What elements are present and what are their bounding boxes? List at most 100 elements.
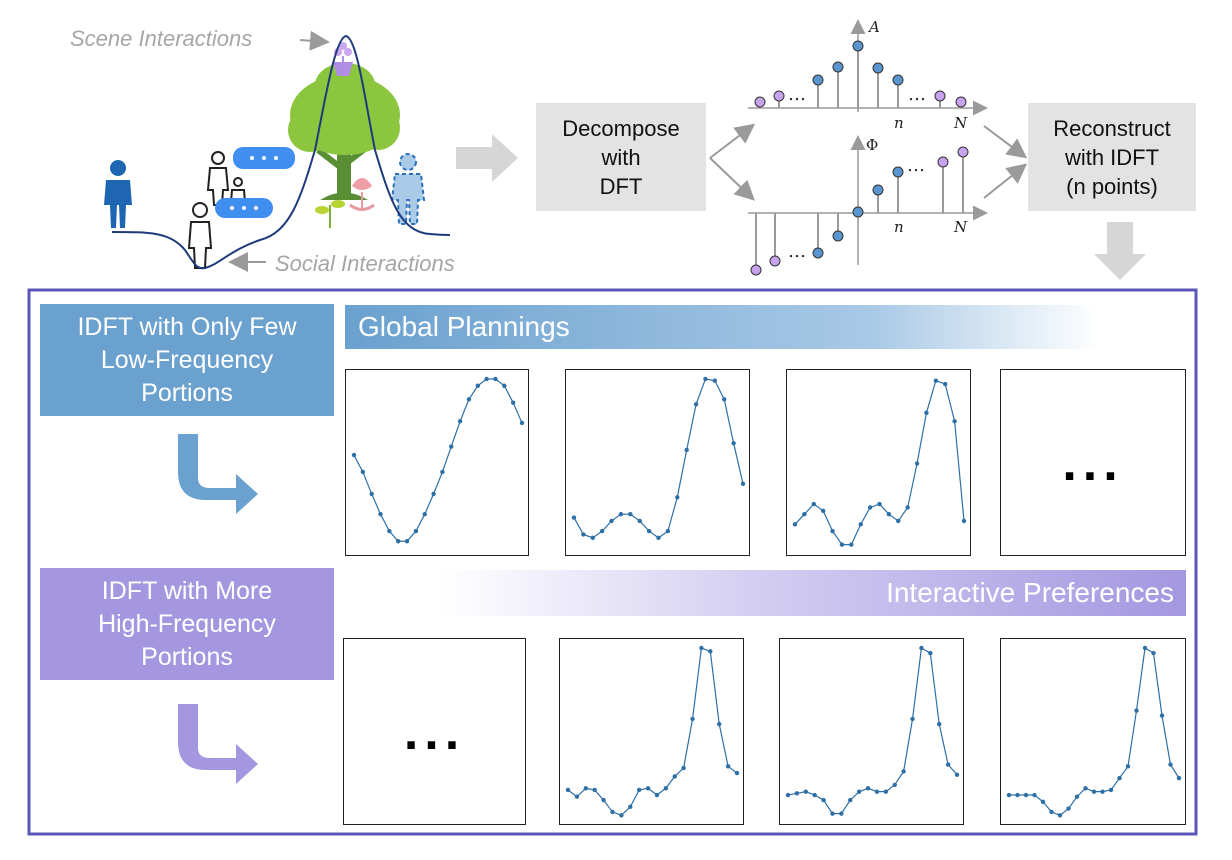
data-point	[665, 528, 671, 534]
potted-plant-icon	[333, 42, 353, 76]
data-point	[812, 792, 817, 798]
data-point	[574, 794, 580, 799]
data-point	[794, 791, 800, 796]
data-point	[1057, 813, 1063, 818]
data-point	[502, 383, 507, 388]
data-point	[734, 770, 740, 776]
decompose-line-3: DFT	[599, 173, 643, 199]
data-point	[924, 410, 929, 415]
stem-marker	[750, 264, 762, 276]
data-point	[599, 528, 605, 534]
decompose-box: Decompose with DFT	[536, 103, 706, 211]
amp-dots-right: …	[908, 84, 926, 105]
data-point	[928, 650, 933, 656]
data-point	[475, 383, 480, 388]
data-point	[883, 789, 889, 794]
data-point	[945, 762, 951, 767]
data-point	[731, 441, 736, 446]
block-arrow-down	[1094, 222, 1146, 280]
data-point	[830, 811, 835, 816]
data-point	[905, 505, 910, 510]
line-plot-high-3	[1006, 645, 1182, 818]
data-point	[571, 515, 577, 520]
low-frequency-box: IDFT with Only Few Low-Frequency Portion…	[40, 304, 334, 416]
low-box-line-2: Low-Frequency	[100, 345, 274, 374]
data-point	[1015, 792, 1020, 798]
data-point	[413, 528, 419, 534]
data-point	[1168, 762, 1173, 767]
data-point	[565, 787, 571, 793]
plot-frame-low-1	[345, 369, 529, 556]
data-point	[1151, 650, 1156, 656]
series-line	[794, 379, 965, 546]
phase-n-label: n	[894, 218, 904, 236]
data-point	[440, 469, 445, 475]
data-point	[839, 811, 844, 816]
data-point	[601, 797, 606, 803]
high-frequency-box: IDFT with More High-Frequency Portions	[40, 568, 334, 680]
data-point	[636, 787, 642, 793]
plot-frame-high-3	[1000, 638, 1186, 825]
data-point	[914, 461, 920, 466]
phase-dots-right: …	[907, 155, 925, 176]
data-point	[693, 402, 699, 407]
ellipsis-high: ...	[403, 702, 466, 761]
data-point	[1159, 713, 1165, 718]
data-point	[954, 772, 960, 777]
data-point	[858, 522, 863, 527]
data-point	[690, 716, 695, 722]
data-point	[628, 804, 633, 810]
decompose-line-2: with	[601, 144, 641, 170]
data-point	[802, 512, 807, 517]
data-point	[839, 542, 845, 547]
plot-frame-low-2	[565, 369, 750, 556]
data-point	[684, 447, 689, 453]
data-point	[952, 419, 957, 424]
amp-dots-left: …	[788, 84, 806, 105]
speech-bubble-icon	[215, 147, 295, 218]
data-point	[803, 789, 808, 794]
data-point	[717, 721, 722, 727]
low-box-line-1: IDFT with Only Few	[77, 312, 297, 341]
data-point	[675, 495, 680, 500]
data-point	[1049, 809, 1054, 815]
stem-marker	[832, 61, 844, 73]
main-frame	[27, 288, 1198, 836]
data-point	[404, 539, 410, 544]
plot-frame-low-3	[786, 369, 971, 556]
data-point	[628, 512, 633, 517]
stem-marker	[937, 156, 949, 168]
data-point	[1091, 789, 1097, 794]
data-point	[583, 786, 588, 791]
stem-marker	[812, 74, 824, 86]
tulip-icon	[349, 178, 375, 211]
data-point	[1134, 708, 1139, 713]
data-point	[785, 792, 791, 798]
global-banner-bg	[345, 305, 1100, 349]
data-point	[703, 376, 708, 382]
stem-marker	[892, 166, 904, 178]
line-plot-high-1	[565, 645, 740, 818]
data-point	[708, 649, 713, 654]
data-point	[493, 376, 498, 382]
stem-marker	[832, 230, 844, 242]
data-point	[457, 419, 463, 424]
stem-marker	[812, 247, 824, 259]
data-point	[811, 501, 816, 507]
plot-frame-high-0: ...	[343, 638, 526, 825]
plot-frame-high-1	[559, 638, 744, 825]
phase-axis-label: Φ	[866, 136, 879, 154]
high-box-line-1: IDFT with More	[101, 576, 273, 605]
data-point	[360, 469, 366, 475]
data-point	[961, 518, 967, 524]
series-line	[353, 378, 523, 542]
data-point	[351, 452, 357, 458]
reconstruct-box: Reconstruct with IDFT (n points)	[1028, 103, 1196, 211]
data-point	[619, 813, 624, 818]
stem-marker	[934, 90, 946, 102]
data-point	[874, 789, 880, 794]
stem-marker	[852, 206, 864, 218]
plot-frame-low-4: ...	[1000, 369, 1186, 556]
data-point	[910, 716, 915, 722]
